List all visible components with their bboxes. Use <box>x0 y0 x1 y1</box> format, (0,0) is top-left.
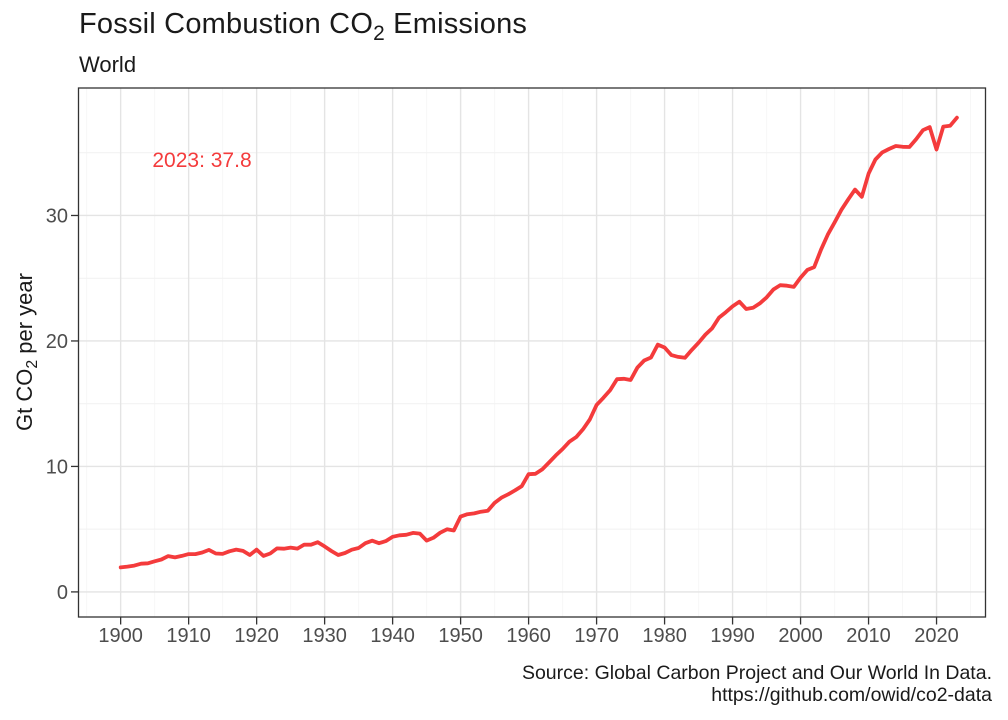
x-tick-label: 1980 <box>642 625 687 647</box>
x-tick-label: 1900 <box>98 625 143 647</box>
x-tick-label: 2010 <box>846 625 891 647</box>
x-tick-label: 2020 <box>914 625 959 647</box>
gridlines-major <box>78 88 986 617</box>
source-caption: Source: Global Carbon Project and Our Wo… <box>522 662 992 706</box>
x-tick-label: 1920 <box>234 625 279 647</box>
x-tick-label: 1960 <box>506 625 551 647</box>
source-url: https://github.com/owid/co2-data <box>711 684 992 706</box>
x-tick-labels: 1900 1910 1920 1930 1940 1950 1960 1970 1980 1990… <box>98 625 958 647</box>
y-tick-label: 20 <box>46 331 68 353</box>
x-tick-label: 1940 <box>370 625 415 647</box>
x-tick-label: 1910 <box>166 625 211 647</box>
gridlines-minor <box>78 88 986 617</box>
x-tick-label: 1970 <box>574 625 619 647</box>
x-tick-label: 1990 <box>710 625 755 647</box>
source-line: Source: Global Carbon Project and Our Wo… <box>521 662 992 684</box>
y-tick-labels: 0 10 20 30 <box>46 205 68 603</box>
chart-title: Fossil Combustion CO2 Emissions <box>79 8 527 46</box>
chart-title-suffix: Emissions <box>384 8 528 40</box>
emissions-line <box>118 115 959 570</box>
chart-title-text: Fossil Combustion CO <box>79 8 374 40</box>
x-tick-label: 1950 <box>438 625 483 647</box>
chart-subtitle: World <box>79 52 137 77</box>
axis-ticks <box>71 214 938 625</box>
panel-border <box>77 87 987 618</box>
y-tick-label: 10 <box>46 456 68 478</box>
x-tick-label: 2000 <box>778 625 823 647</box>
x-tick-label: 1930 <box>302 625 347 647</box>
latest-value-annotation: 2023: 37.8 <box>152 149 252 172</box>
chart-title-subscript: 2 <box>373 21 385 45</box>
y-tick-label: 0 <box>57 582 68 604</box>
y-tick-label: 30 <box>46 205 68 227</box>
